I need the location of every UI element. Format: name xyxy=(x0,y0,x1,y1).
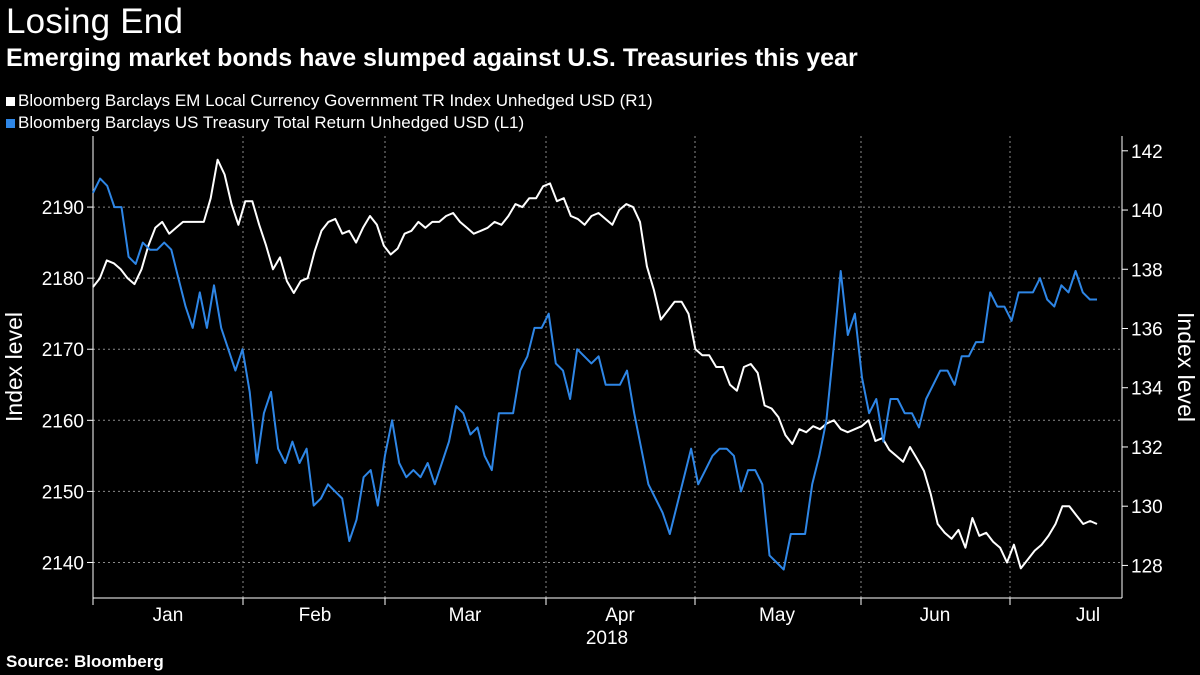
left-tick-label: 2150 xyxy=(42,482,84,503)
x-tick-label: Jan xyxy=(153,605,184,626)
legend-label-em: Bloomberg Barclays EM Local Currency Gov… xyxy=(18,91,653,110)
left-tick-label: 2160 xyxy=(42,411,84,432)
right-tick-label: 140 xyxy=(1131,201,1163,222)
right-tick-label: 134 xyxy=(1131,379,1163,400)
right-tick-label: 130 xyxy=(1131,497,1163,518)
x-tick-label: May xyxy=(759,605,795,626)
left-axis-title: Index level xyxy=(1,312,27,422)
left-tick-label: 2180 xyxy=(42,269,84,290)
chart-subtitle: Emerging market bonds have slumped again… xyxy=(6,44,858,72)
x-tick-label: Apr xyxy=(605,605,635,626)
chart-title: Losing End xyxy=(6,2,184,41)
legend: Bloomberg Barclays EM Local Currency Gov… xyxy=(6,90,653,134)
series-line-em xyxy=(92,158,1098,570)
x-tick-label: Feb xyxy=(299,605,332,626)
x-tick-label: Mar xyxy=(449,605,482,626)
right-tick-label: 132 xyxy=(1131,438,1163,459)
right-tick-label: 138 xyxy=(1131,260,1163,281)
right-axis-title: Index level xyxy=(1173,312,1199,422)
legend-swatch-em xyxy=(6,96,15,106)
legend-swatch-ust xyxy=(6,118,15,128)
x-tick-label: Jun xyxy=(920,605,951,626)
right-tick-label: 142 xyxy=(1131,142,1163,163)
right-tick-label: 136 xyxy=(1131,320,1163,341)
legend-item-ust: Bloomberg Barclays US Treasury Total Ret… xyxy=(6,112,653,134)
left-tick-label: 2140 xyxy=(42,553,84,574)
left-tick-label: 2190 xyxy=(42,198,84,219)
x-tick-label: Jul xyxy=(1076,605,1100,626)
source-note: Source: Bloomberg xyxy=(6,652,164,671)
x-axis-year-label: 2018 xyxy=(586,628,628,649)
right-tick-label: 128 xyxy=(1131,556,1163,577)
legend-label-ust: Bloomberg Barclays US Treasury Total Ret… xyxy=(18,113,525,132)
series-line-ust xyxy=(92,177,1097,571)
legend-item-em: Bloomberg Barclays EM Local Currency Gov… xyxy=(6,90,653,112)
left-tick-label: 2170 xyxy=(42,340,84,361)
